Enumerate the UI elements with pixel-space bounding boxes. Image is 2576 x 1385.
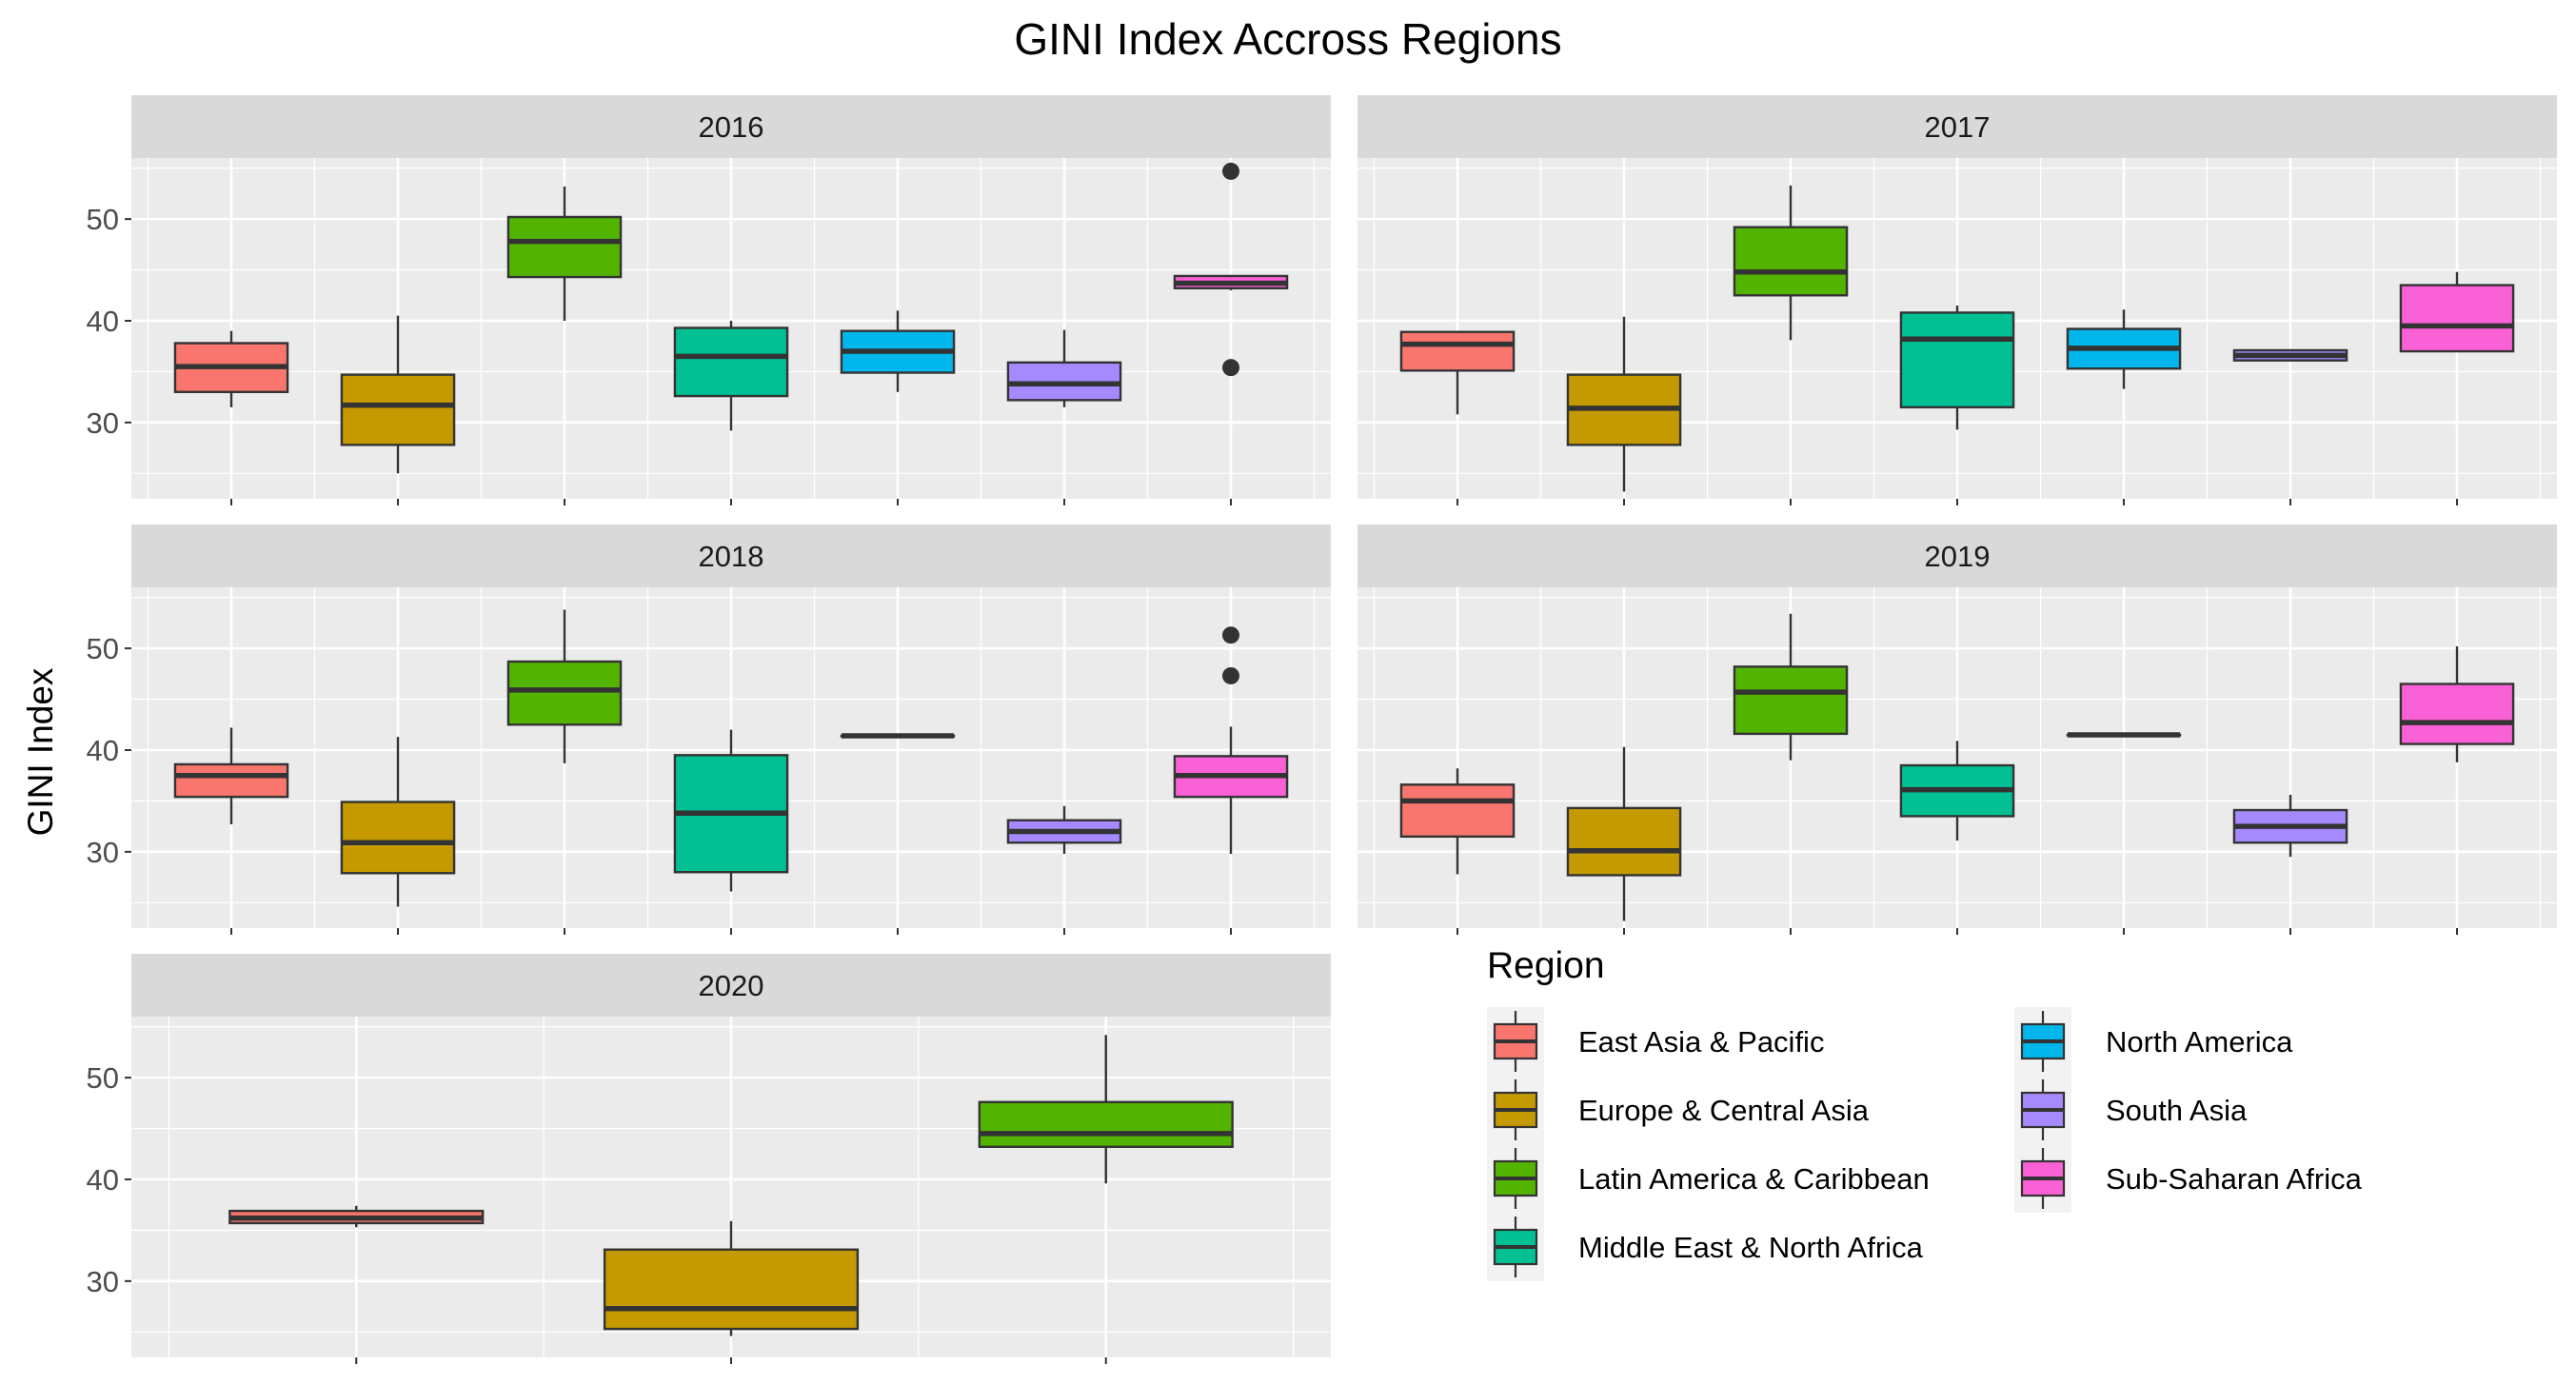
box-iqr bbox=[340, 373, 456, 446]
box-latin-america-and-caribbean bbox=[506, 609, 623, 763]
facet-strip bbox=[131, 95, 1331, 158]
panels: 2016 30 40 50 2017 2018 30 40 50 2019 2020 30 40 50 bbox=[87, 95, 2557, 1364]
outlier-point bbox=[1222, 626, 1239, 644]
facet-panel-2020: 2020 30 40 50 bbox=[87, 954, 1331, 1364]
outlier-point bbox=[1222, 359, 1239, 377]
facet-panel-2019: 2019 bbox=[1357, 524, 2557, 935]
legend-label: East Asia & Pacific bbox=[1578, 1025, 1824, 1059]
box-east-asia-and-pacific bbox=[173, 330, 289, 407]
box-europe-and-central-asia bbox=[603, 1220, 860, 1336]
legend-label: South Asia bbox=[2106, 1094, 2248, 1127]
legend-label: Middle East & North Africa bbox=[1578, 1231, 1924, 1264]
box-south-asia bbox=[1006, 329, 1122, 407]
box-middle-east-and-north-africa bbox=[673, 320, 789, 431]
y-tick-label: 50 bbox=[87, 632, 119, 665]
box-iqr bbox=[2399, 683, 2515, 745]
box-iqr bbox=[1399, 783, 1516, 839]
legend-label: Latin America & Caribbean bbox=[1578, 1162, 1930, 1196]
facet-strip-label: 2019 bbox=[1925, 540, 1991, 573]
box-sub-saharan-africa bbox=[1173, 162, 1289, 377]
legend-title: Region bbox=[1487, 945, 1605, 986]
y-tick-label: 50 bbox=[87, 203, 119, 236]
y-tick-label: 40 bbox=[87, 305, 119, 338]
chart-title: GINI Index Accross Regions bbox=[1014, 14, 1561, 64]
box-iqr bbox=[173, 762, 289, 799]
facet-strip bbox=[131, 954, 1331, 1017]
outlier-point bbox=[1222, 162, 1239, 180]
box-east-asia-and-pacific bbox=[173, 727, 289, 824]
facet-panel-2018: 2018 30 40 50 bbox=[87, 524, 1331, 935]
box-latin-america-and-caribbean bbox=[978, 1035, 1234, 1184]
box-north-america bbox=[2066, 732, 2182, 738]
legend: Region East Asia & Pacific Europe & Centra… bbox=[1487, 945, 2363, 1281]
box-europe-and-central-asia bbox=[1566, 316, 1682, 492]
box-iqr bbox=[506, 660, 623, 726]
facet-strip-label: 2020 bbox=[699, 969, 764, 1002]
legend-label: North America bbox=[2106, 1025, 2293, 1059]
box-sub-saharan-africa bbox=[1173, 626, 1289, 854]
box-iqr bbox=[1399, 330, 1516, 372]
legend-entry-middle-east-and-north-africa: Middle East & North Africa bbox=[1487, 1213, 1924, 1281]
box-latin-america-and-caribbean bbox=[1733, 185, 1849, 341]
legend-entry-south-asia: South Asia bbox=[2014, 1076, 2248, 1144]
box-south-asia bbox=[1006, 805, 1122, 854]
box-middle-east-and-north-africa bbox=[1899, 741, 2015, 841]
box-south-asia bbox=[2232, 795, 2348, 858]
y-tick-label: 40 bbox=[87, 1163, 119, 1197]
facet-strip-label: 2016 bbox=[699, 110, 764, 144]
y-tick-label: 40 bbox=[87, 734, 119, 767]
box-north-america bbox=[840, 733, 956, 739]
box-iqr bbox=[1566, 806, 1682, 877]
box-latin-america-and-caribbean bbox=[506, 186, 623, 321]
facet-strip-label: 2018 bbox=[699, 540, 764, 573]
facet-strip bbox=[131, 524, 1331, 587]
box-east-asia-and-pacific bbox=[1399, 768, 1516, 875]
box-east-asia-and-pacific bbox=[228, 1205, 485, 1228]
legend-entry-sub-saharan-africa: Sub-Saharan Africa bbox=[2014, 1144, 2363, 1213]
box-iqr bbox=[2399, 284, 2515, 353]
box-middle-east-and-north-africa bbox=[1899, 305, 2015, 430]
box-sub-saharan-africa bbox=[2399, 271, 2515, 353]
box-north-america bbox=[840, 310, 956, 392]
box-iqr bbox=[673, 326, 789, 398]
legend-entry-north-america: North America bbox=[2014, 1007, 2293, 1076]
legend-label: Europe & Central Asia bbox=[1578, 1094, 1870, 1127]
box-iqr bbox=[340, 801, 456, 875]
box-iqr bbox=[1733, 665, 1849, 736]
legend-entry-latin-america-and-caribbean: Latin America & Caribbean bbox=[1487, 1144, 1930, 1213]
box-iqr bbox=[1899, 311, 2015, 409]
facet-strip-label: 2017 bbox=[1925, 110, 1991, 144]
box-europe-and-central-asia bbox=[340, 737, 456, 907]
outlier-point bbox=[1222, 666, 1239, 684]
y-tick-label: 30 bbox=[87, 406, 119, 440]
box-iqr bbox=[603, 1248, 860, 1331]
box-iqr bbox=[978, 1100, 1234, 1148]
y-axis-title: GINI Index bbox=[21, 667, 60, 836]
box-iqr bbox=[1733, 226, 1849, 297]
legend-label: Sub-Saharan Africa bbox=[2106, 1162, 2363, 1196]
y-tick-label: 30 bbox=[87, 836, 119, 869]
box-iqr bbox=[506, 215, 623, 279]
box-east-asia-and-pacific bbox=[1399, 330, 1516, 415]
box-latin-america-and-caribbean bbox=[1733, 613, 1849, 761]
facet-strip bbox=[1357, 95, 2557, 158]
facet-strip bbox=[1357, 524, 2557, 587]
y-tick-label: 50 bbox=[87, 1061, 119, 1095]
facet-panel-2017: 2017 bbox=[1357, 95, 2557, 505]
box-europe-and-central-asia bbox=[1566, 746, 1682, 921]
box-north-america bbox=[2066, 309, 2182, 389]
box-south-asia bbox=[2232, 348, 2348, 362]
facet-panel-2016: 2016 30 40 50 bbox=[87, 95, 1331, 505]
box-sub-saharan-africa bbox=[2399, 645, 2515, 762]
y-tick-label: 30 bbox=[87, 1265, 119, 1298]
legend-entry-europe-and-central-asia: Europe & Central Asia bbox=[1487, 1076, 1870, 1144]
legend-entry-east-asia-and-pacific: East Asia & Pacific bbox=[1487, 1007, 1824, 1076]
box-middle-east-and-north-africa bbox=[673, 729, 789, 892]
box-europe-and-central-asia bbox=[340, 315, 456, 474]
